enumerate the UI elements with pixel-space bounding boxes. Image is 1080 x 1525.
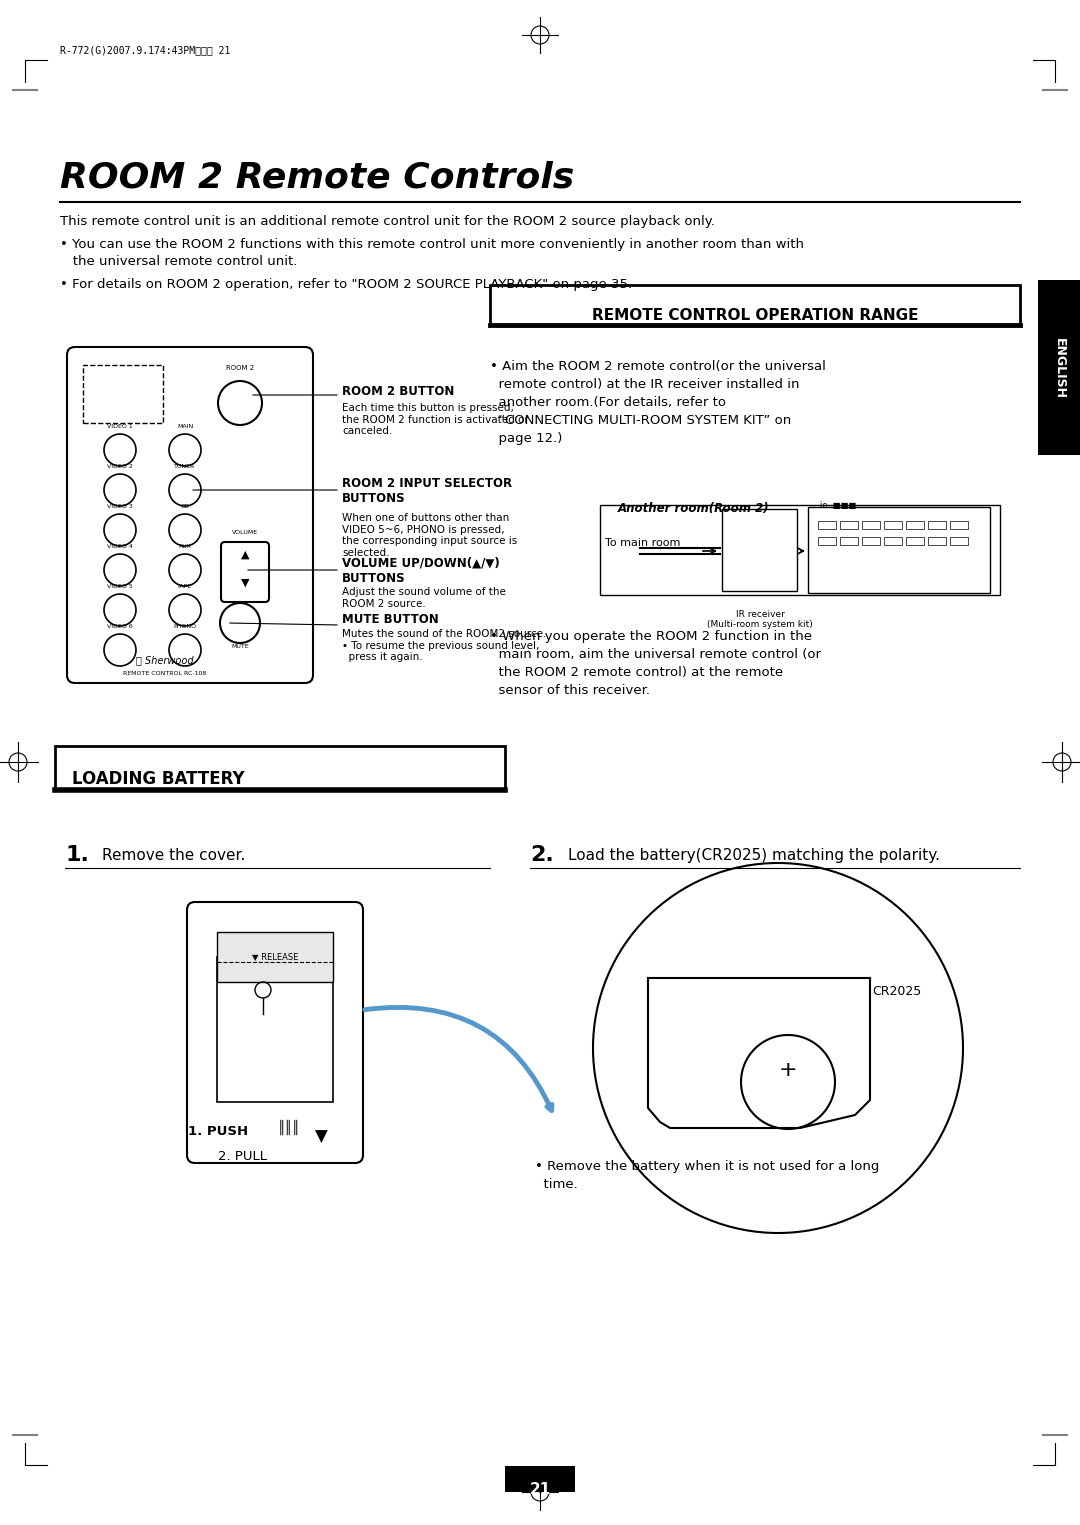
Bar (950, 537, 968, 544)
Text: ROOM 2: ROOM 2 (226, 364, 254, 371)
Text: Load the battery(CR2025) matching the polarity.: Load the battery(CR2025) matching the po… (568, 848, 940, 863)
Text: ▼: ▼ (315, 1128, 327, 1145)
Bar (723, 509, 797, 592)
Text: MAIN: MAIN (177, 424, 193, 429)
Text: VOLUME: VOLUME (232, 531, 258, 535)
Text: 1.: 1. (65, 845, 89, 865)
Text: • Remove the battery when it is not used for a long
  time.: • Remove the battery when it is not used… (535, 1161, 879, 1191)
Bar (885, 522, 902, 529)
Text: ▲: ▲ (241, 551, 249, 560)
Text: VIDEO 5: VIDEO 5 (107, 584, 133, 589)
Text: TUNER: TUNER (174, 464, 195, 470)
Text: VOLUME UP/DOWN(▲/▼)
BUTTONS: VOLUME UP/DOWN(▲/▼) BUTTONS (342, 557, 500, 586)
FancyBboxPatch shape (187, 901, 363, 1164)
Text: • Aim the ROOM 2 remote control(or the universal
  remote control) at the IR rec: • Aim the ROOM 2 remote control(or the u… (490, 360, 826, 445)
Text: io  ■■■: io ■■■ (820, 502, 856, 509)
Text: To main room: To main room (605, 538, 680, 547)
FancyBboxPatch shape (67, 348, 313, 683)
Text: • When you operate the ROOM 2 function in the
  main room, aim the universal rem: • When you operate the ROOM 2 function i… (490, 630, 821, 697)
Text: VIDEO 3: VIDEO 3 (107, 503, 133, 509)
Text: Remove the cover.: Remove the cover. (102, 848, 245, 863)
Text: CD: CD (180, 503, 190, 509)
Bar (217, 958, 333, 1103)
Text: ENGLISH: ENGLISH (1053, 337, 1066, 398)
Text: IR receiver
(Multi-room system kit): IR receiver (Multi-room system kit) (707, 610, 813, 630)
Text: VIDEO 6: VIDEO 6 (107, 624, 133, 628)
Text: VIDEO 4: VIDEO 4 (107, 544, 133, 549)
Text: Adjust the sound volume of the
ROOM 2 source.: Adjust the sound volume of the ROOM 2 so… (342, 587, 505, 608)
Text: ROOM 2 Remote Controls: ROOM 2 Remote Controls (60, 160, 575, 194)
Text: Each time this button is pressed,
the ROOM 2 function is activated or
canceled.: Each time this button is pressed, the RO… (342, 403, 529, 436)
Text: When one of buttons other than
VIDEO 5~6, PHONO is pressed,
the corresponding in: When one of buttons other than VIDEO 5~6… (342, 512, 517, 558)
Text: 2.: 2. (530, 845, 554, 865)
Text: ROOM 2 INPUT SELECTOR
BUTTONS: ROOM 2 INPUT SELECTOR BUTTONS (342, 477, 512, 505)
Text: Mutes the sound of the ROOM2 source.
• To resume the previous sound level,
  pre: Mutes the sound of the ROOM2 source. • T… (342, 628, 546, 662)
Text: 1. PUSH: 1. PUSH (188, 1125, 248, 1138)
Text: AUX: AUX (178, 544, 191, 549)
Bar (840, 537, 858, 544)
Text: 21: 21 (529, 1482, 551, 1498)
Text: +: + (779, 1060, 797, 1080)
Text: PHONO: PHONO (174, 624, 197, 628)
Bar (600, 505, 1000, 595)
Bar (906, 522, 924, 529)
Text: REMOTE CONTROL OPERATION RANGE: REMOTE CONTROL OPERATION RANGE (592, 308, 918, 323)
FancyBboxPatch shape (1038, 281, 1080, 454)
Bar (55, 746, 505, 790)
Text: CR2025: CR2025 (872, 985, 921, 997)
Bar (83, 364, 163, 422)
Bar (505, 1466, 575, 1491)
Text: VIDEO 1: VIDEO 1 (107, 424, 133, 429)
Text: LOADING BATTERY: LOADING BATTERY (72, 770, 245, 788)
Bar (490, 285, 1020, 325)
Text: ▼ RELEASE: ▼ RELEASE (252, 952, 298, 961)
Text: 2. PULL: 2. PULL (218, 1150, 267, 1164)
Bar (862, 537, 880, 544)
Bar (928, 522, 946, 529)
Text: • You can use the ROOM 2 functions with this remote control unit more convenient: • You can use the ROOM 2 functions with … (60, 238, 804, 268)
Bar (217, 932, 333, 982)
Bar (818, 537, 836, 544)
Bar (840, 522, 858, 529)
Text: Another room(Room 2): Another room(Room 2) (618, 502, 770, 515)
Text: MUTE BUTTON: MUTE BUTTON (342, 613, 438, 625)
Bar (862, 522, 880, 529)
Text: R-772(G)2007.9.174:43PM페이지 21: R-772(G)2007.9.174:43PM페이지 21 (60, 46, 230, 55)
Bar (818, 522, 836, 529)
Text: MUTE: MUTE (231, 644, 248, 650)
Text: This remote control unit is an additional remote control unit for the ROOM 2 sou: This remote control unit is an additiona… (60, 215, 715, 229)
Bar (928, 537, 946, 544)
Bar (906, 537, 924, 544)
Bar (950, 522, 968, 529)
Text: • For details on ROOM 2 operation, refer to "ROOM 2 SOURCE PLAYBACK" on page 35.: • For details on ROOM 2 operation, refer… (60, 278, 632, 291)
Text: VIDEO 2: VIDEO 2 (107, 464, 133, 470)
Bar (808, 506, 990, 593)
Text: TAPE: TAPE (177, 584, 192, 589)
Text: Ⓢ Sherwood: Ⓢ Sherwood (136, 656, 193, 665)
Text: ROOM 2 BUTTON: ROOM 2 BUTTON (342, 384, 455, 398)
Bar (885, 537, 902, 544)
FancyBboxPatch shape (221, 541, 269, 602)
Text: ▼: ▼ (241, 578, 249, 589)
Text: ║║║: ║║║ (278, 1119, 300, 1136)
Text: REMOTE CONTROL RC-108: REMOTE CONTROL RC-108 (123, 671, 206, 676)
